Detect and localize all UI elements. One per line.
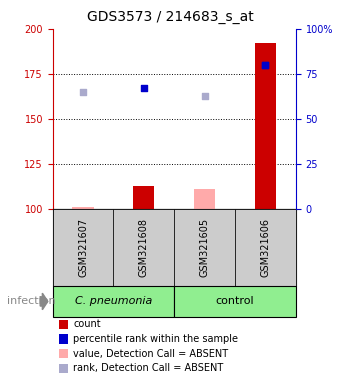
Text: GSM321607: GSM321607 bbox=[78, 218, 88, 277]
Text: rank, Detection Call = ABSENT: rank, Detection Call = ABSENT bbox=[73, 363, 223, 373]
Text: C. pneumonia: C. pneumonia bbox=[75, 296, 152, 306]
Bar bbox=[194, 189, 215, 209]
Text: infection: infection bbox=[7, 296, 55, 306]
Text: GDS3573 / 214683_s_at: GDS3573 / 214683_s_at bbox=[87, 10, 253, 23]
Bar bbox=[235, 209, 296, 286]
Bar bbox=[174, 209, 235, 286]
Bar bbox=[255, 43, 276, 209]
Bar bbox=[72, 207, 94, 209]
Point bbox=[263, 62, 268, 68]
Bar bbox=[53, 209, 114, 286]
Bar bbox=[133, 186, 154, 209]
Point bbox=[263, 62, 268, 68]
Text: control: control bbox=[216, 296, 254, 306]
Text: count: count bbox=[73, 319, 101, 329]
Bar bbox=[53, 286, 174, 317]
Point bbox=[141, 85, 147, 91]
Bar bbox=[174, 286, 296, 317]
Text: percentile rank within the sample: percentile rank within the sample bbox=[73, 334, 238, 344]
Text: GSM321608: GSM321608 bbox=[139, 218, 149, 277]
Text: GSM321605: GSM321605 bbox=[200, 218, 210, 277]
Bar bbox=[114, 209, 174, 286]
FancyArrow shape bbox=[40, 293, 48, 310]
Text: GSM321606: GSM321606 bbox=[260, 218, 270, 277]
Point bbox=[80, 89, 86, 95]
Point bbox=[202, 93, 207, 99]
Text: value, Detection Call = ABSENT: value, Detection Call = ABSENT bbox=[73, 349, 228, 359]
